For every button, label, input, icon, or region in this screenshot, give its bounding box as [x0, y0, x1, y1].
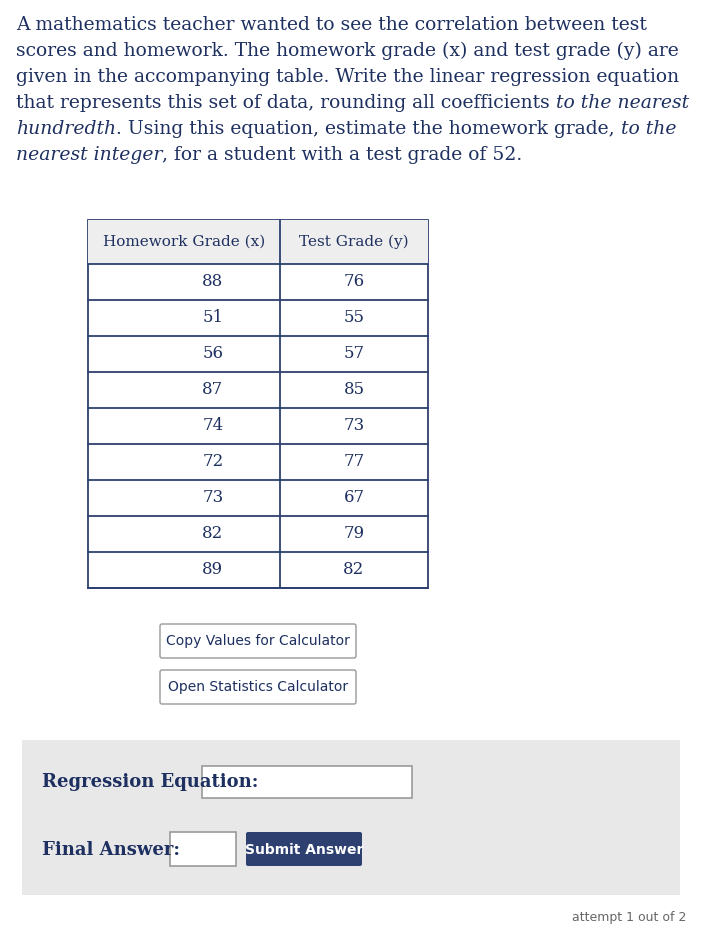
- FancyBboxPatch shape: [246, 832, 362, 866]
- Text: Final Answer:: Final Answer:: [42, 841, 180, 859]
- Text: 85: 85: [343, 382, 364, 398]
- Text: hundredth: hundredth: [16, 120, 116, 138]
- Text: Regression Equation:: Regression Equation:: [42, 773, 258, 791]
- Text: 72: 72: [202, 453, 223, 470]
- Text: A mathematics teacher wanted to see the correlation between test: A mathematics teacher wanted to see the …: [16, 16, 647, 34]
- Text: 82: 82: [202, 525, 223, 542]
- FancyBboxPatch shape: [160, 670, 356, 704]
- Text: nearest integer: nearest integer: [16, 146, 162, 164]
- Bar: [202, 766, 412, 798]
- Text: . Using this equation, estimate the homework grade,: . Using this equation, estimate the home…: [116, 120, 621, 138]
- Text: 73: 73: [202, 490, 223, 507]
- Text: to the: to the: [621, 120, 676, 138]
- Bar: [170, 832, 236, 866]
- Text: given in the accompanying table. Write the linear regression equation: given in the accompanying table. Write t…: [16, 68, 679, 86]
- Text: , for a student with a test grade of 52.: , for a student with a test grade of 52.: [162, 146, 523, 164]
- Text: 56: 56: [202, 345, 223, 363]
- Text: scores and homework. The homework grade (x) and test grade (y) are: scores and homework. The homework grade …: [16, 42, 679, 61]
- Text: 76: 76: [343, 273, 364, 290]
- Text: to the nearest: to the nearest: [556, 94, 689, 112]
- Text: 55: 55: [343, 310, 364, 327]
- Text: Homework Grade (x): Homework Grade (x): [103, 235, 265, 249]
- Text: 88: 88: [202, 273, 223, 290]
- Bar: [88, 220, 428, 264]
- Text: 67: 67: [343, 490, 364, 507]
- Text: 77: 77: [343, 453, 364, 470]
- Bar: [22, 740, 680, 895]
- FancyBboxPatch shape: [160, 624, 356, 658]
- Text: Open Statistics Calculator: Open Statistics Calculator: [168, 680, 348, 694]
- Text: Submit Answer: Submit Answer: [245, 843, 363, 857]
- Text: 73: 73: [343, 417, 364, 435]
- Bar: [88, 220, 428, 588]
- Text: 79: 79: [343, 525, 364, 542]
- Text: 57: 57: [343, 345, 364, 363]
- Text: 89: 89: [202, 562, 223, 578]
- Text: 51: 51: [202, 310, 223, 327]
- Text: attempt 1 out of 2: attempt 1 out of 2: [571, 911, 686, 924]
- Text: 82: 82: [343, 562, 364, 578]
- Text: that represents this set of data, rounding all coefficients: that represents this set of data, roundi…: [16, 94, 556, 112]
- Text: Test Grade (y): Test Grade (y): [299, 235, 409, 249]
- Text: 87: 87: [202, 382, 223, 398]
- Text: Copy Values for Calculator: Copy Values for Calculator: [166, 634, 350, 648]
- Text: 74: 74: [202, 417, 223, 435]
